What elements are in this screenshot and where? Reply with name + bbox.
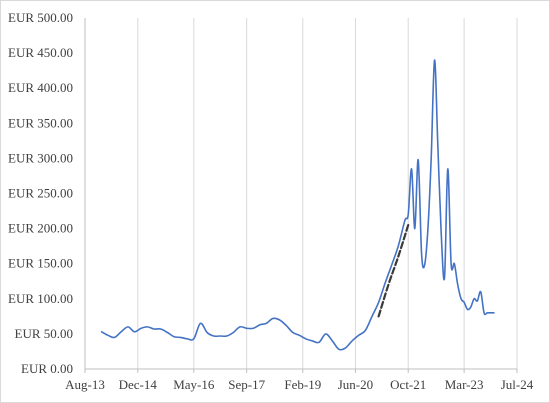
grid-lines [137, 18, 518, 369]
y-tick-label: EUR 450.00 [8, 45, 73, 60]
trend-line-dashed [377, 223, 410, 318]
x-tick-label: Mar-23 [445, 377, 484, 392]
series-lines [100, 59, 495, 351]
y-tick-label: EUR 50.00 [15, 326, 74, 341]
y-tick-label: EUR 200.00 [8, 221, 73, 236]
x-tick-label: Dec-14 [119, 377, 158, 392]
x-tick-label: Aug-13 [65, 377, 105, 392]
y-tick-label: EUR 500.00 [8, 10, 73, 25]
y-tick-label: EUR 350.00 [8, 115, 73, 130]
x-tick-label: Oct-21 [390, 377, 426, 392]
x-axis-tick-labels: Aug-13 Dec-14 May-16 Sep-17 Feb-19 Jun-20 Oct-… [65, 377, 534, 392]
price-series-line [100, 59, 495, 351]
x-tick-label: Jun-20 [338, 377, 373, 392]
y-tick-label: EUR 0.00 [21, 361, 73, 376]
y-tick-label: EUR 400.00 [8, 80, 73, 95]
x-tick-label: Jul-24 [501, 377, 534, 392]
y-axis-tick-labels: EUR 0.00 EUR 50.00 EUR 100.00 EUR 150.00 EUR… [8, 10, 73, 376]
x-tick-label: Sep-17 [228, 377, 265, 392]
y-tick-label: EUR 300.00 [8, 150, 73, 165]
axes [84, 18, 518, 373]
x-tick-label: Feb-19 [284, 377, 321, 392]
y-tick-label: EUR 250.00 [8, 186, 73, 201]
y-tick-label: EUR 150.00 [8, 256, 73, 271]
y-tick-label: EUR 100.00 [8, 291, 73, 306]
x-tick-label: May-16 [173, 377, 215, 392]
